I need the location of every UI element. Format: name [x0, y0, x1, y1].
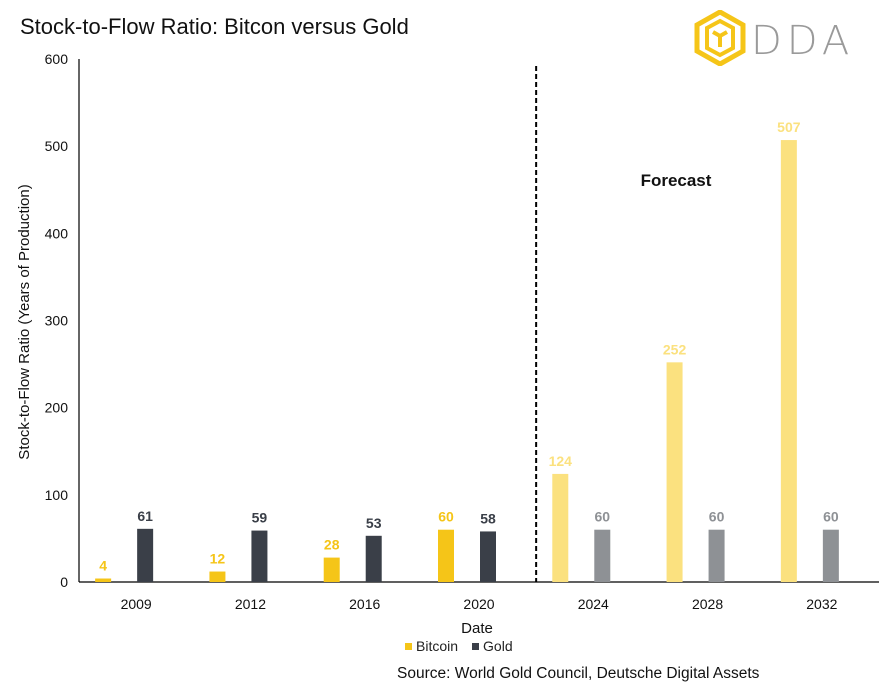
bar-bitcoin — [666, 362, 683, 582]
y-tick-label: 300 — [45, 313, 69, 329]
x-tick-label: 2009 — [121, 596, 152, 612]
bar-bitcoin — [780, 140, 797, 582]
bar-bitcoin — [95, 578, 112, 582]
data-label-gold: 59 — [252, 510, 268, 526]
x-tick-label: 2028 — [692, 596, 723, 612]
data-label-gold: 60 — [594, 509, 610, 525]
data-label-gold: 53 — [366, 515, 382, 531]
legend-item-bitcoin: Bitcoin — [405, 638, 458, 654]
bar-gold — [822, 529, 839, 582]
data-label-gold: 61 — [137, 508, 153, 524]
bar-gold — [480, 531, 496, 582]
x-tick-label: 2016 — [349, 596, 380, 612]
forecast-label: Forecast — [641, 171, 712, 190]
bar-gold — [594, 529, 611, 582]
bar-gold — [251, 530, 268, 582]
x-tick-label: 2012 — [235, 596, 266, 612]
bar-bitcoin — [209, 571, 226, 582]
bar-gold — [137, 528, 154, 582]
data-label-gold: 58 — [480, 510, 496, 526]
legend-item-gold: Gold — [472, 638, 513, 654]
data-label-bitcoin: 12 — [210, 551, 226, 567]
bar-bitcoin — [323, 557, 340, 582]
x-tick-label: 2032 — [806, 596, 837, 612]
legend: Bitcoin Gold — [405, 638, 513, 654]
legend-swatch-bitcoin — [405, 642, 412, 650]
y-axis-label: Stock-to-Flow Ratio (Years of Production… — [16, 184, 33, 459]
y-tick-label: 100 — [45, 487, 69, 503]
y-tick-label: 400 — [45, 225, 69, 241]
data-label-gold: 60 — [823, 509, 839, 525]
bar-gold — [365, 535, 382, 582]
x-tick-label: 2020 — [463, 596, 494, 612]
x-tick-label: 2024 — [578, 596, 609, 612]
bar-gold — [708, 529, 725, 582]
y-tick-label: 600 — [45, 51, 69, 67]
data-label-gold: 60 — [709, 509, 725, 525]
y-tick-label: 0 — [60, 574, 68, 590]
x-axis-label: Date — [461, 620, 493, 637]
data-label-bitcoin: 28 — [324, 537, 340, 553]
dda-logo-text: DDA — [751, 18, 855, 64]
legend-label-gold: Gold — [483, 638, 513, 654]
bar-bitcoin — [438, 529, 454, 582]
chart-title: Stock-to-Flow Ratio: Bitcon versus Gold — [20, 14, 409, 39]
data-label-bitcoin: 124 — [549, 453, 573, 469]
plot-area: 0 100 200 300 400 500 600 2009 4 61 2012 12 59 2016 28… — [45, 51, 879, 612]
dda-logo-icon — [694, 9, 746, 67]
bar-bitcoin — [552, 473, 569, 582]
y-tick-label: 500 — [45, 138, 69, 154]
data-label-bitcoin: 252 — [663, 341, 687, 357]
source-note: Source: World Gold Council, Deutsche Dig… — [397, 665, 760, 682]
y-tick-label: 200 — [45, 400, 69, 416]
data-label-bitcoin: 507 — [777, 119, 801, 135]
legend-label-bitcoin: Bitcoin — [416, 638, 459, 654]
data-label-bitcoin: 4 — [99, 558, 107, 574]
data-label-bitcoin: 60 — [438, 509, 454, 525]
legend-swatch-gold — [472, 642, 480, 650]
dda-logo: DDA — [693, 9, 863, 67]
